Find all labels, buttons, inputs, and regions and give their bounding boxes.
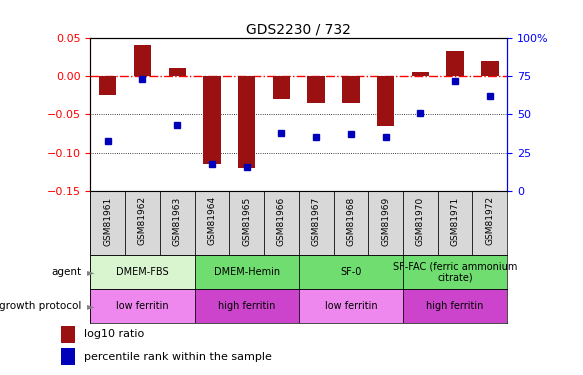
Text: high ferritin: high ferritin	[426, 301, 484, 310]
Bar	[403, 255, 507, 289]
Text: GSM81964: GSM81964	[208, 196, 216, 246]
Bar	[195, 255, 298, 289]
Text: GSM81963: GSM81963	[173, 196, 182, 246]
Bar	[377, 76, 394, 126]
Bar	[134, 45, 151, 76]
Text: log10 ratio: log10 ratio	[83, 329, 144, 339]
Bar	[447, 51, 464, 76]
Text: GSM81968: GSM81968	[346, 196, 356, 246]
Text: GSM81969: GSM81969	[381, 196, 390, 246]
Text: low ferritin: low ferritin	[325, 301, 377, 310]
Text: GSM81961: GSM81961	[103, 196, 113, 246]
Bar	[195, 289, 298, 322]
Text: GSM81966: GSM81966	[277, 196, 286, 246]
Text: agent: agent	[51, 267, 82, 277]
Bar	[403, 191, 438, 255]
Text: SF-0: SF-0	[340, 267, 361, 277]
Text: ►: ►	[87, 267, 95, 277]
Text: GSM81962: GSM81962	[138, 196, 147, 246]
Bar	[481, 61, 498, 76]
Text: GSM81965: GSM81965	[242, 196, 251, 246]
Text: percentile rank within the sample: percentile rank within the sample	[83, 352, 272, 362]
Bar	[438, 191, 472, 255]
Bar	[403, 289, 507, 322]
Text: GSM81971: GSM81971	[451, 196, 459, 246]
Bar	[90, 255, 195, 289]
Bar	[125, 191, 160, 255]
Bar	[472, 191, 507, 255]
Bar	[368, 191, 403, 255]
Bar	[168, 68, 186, 76]
Text: GSM81972: GSM81972	[485, 196, 494, 246]
Text: SF-FAC (ferric ammonium
citrate): SF-FAC (ferric ammonium citrate)	[393, 261, 517, 283]
Text: DMEM-FBS: DMEM-FBS	[116, 267, 169, 277]
Bar	[333, 191, 368, 255]
Bar	[273, 76, 290, 99]
Bar	[299, 289, 403, 322]
Bar	[342, 76, 360, 103]
Bar	[264, 191, 298, 255]
Bar	[412, 72, 429, 76]
Bar	[299, 191, 333, 255]
Bar	[61, 326, 75, 343]
Text: low ferritin: low ferritin	[116, 301, 169, 310]
Bar	[238, 76, 255, 168]
Text: GSM81970: GSM81970	[416, 196, 425, 246]
Bar	[90, 289, 195, 322]
Bar	[195, 191, 229, 255]
Bar	[61, 348, 75, 365]
Text: high ferritin: high ferritin	[218, 301, 275, 310]
Bar	[299, 255, 403, 289]
Text: DMEM-Hemin: DMEM-Hemin	[213, 267, 280, 277]
Bar	[160, 191, 195, 255]
Bar	[99, 76, 117, 95]
Text: GSM81967: GSM81967	[312, 196, 321, 246]
Bar	[307, 76, 325, 103]
Bar	[203, 76, 220, 164]
Bar	[229, 191, 264, 255]
Text: growth protocol: growth protocol	[0, 301, 82, 310]
Bar	[90, 191, 125, 255]
Text: ►: ►	[87, 301, 95, 310]
Title: GDS2230 / 732: GDS2230 / 732	[247, 22, 351, 36]
